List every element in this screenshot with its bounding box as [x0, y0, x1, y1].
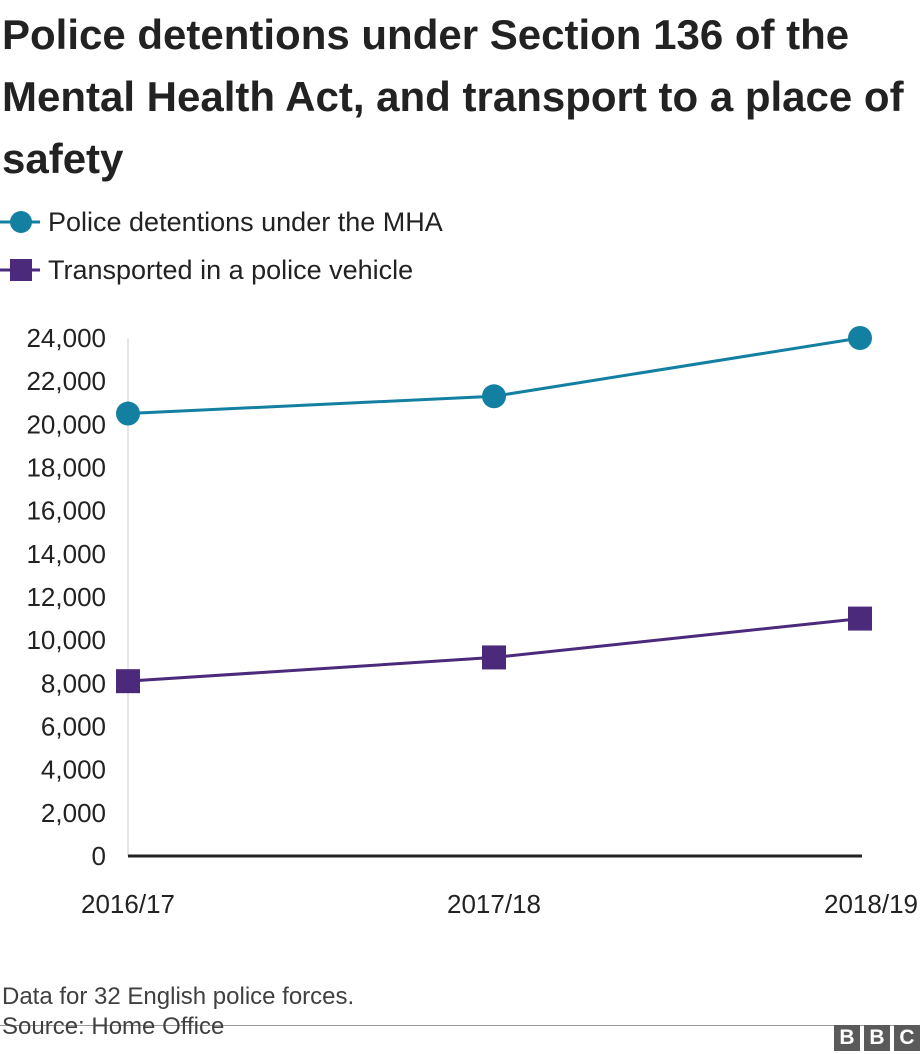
y-tick-label: 12,000 — [26, 582, 106, 612]
data-point-circle — [848, 326, 872, 350]
legend-label-transported: Transported in a police vehicle — [48, 254, 414, 285]
x-tick-label: 2017/18 — [447, 889, 541, 919]
data-point-circle — [116, 401, 140, 426]
bbc-logo: B B C — [834, 1025, 920, 1051]
x-tick-label: 2016/17 — [81, 889, 175, 919]
chart-note: Data for 32 English police forces. — [2, 983, 355, 1010]
y-tick-label: 6,000 — [41, 712, 106, 742]
data-point-square — [116, 669, 140, 694]
bbc-logo-letter-2: B — [864, 1025, 890, 1051]
data-point-square — [482, 645, 506, 670]
chart-title: Police detentions under Section 136 of t… — [2, 11, 904, 182]
data-point-square — [848, 606, 872, 631]
source-text: Source: Home Office — [2, 1013, 225, 1040]
data-point-circle — [482, 384, 506, 409]
x-tick-label: 2018/19 — [824, 889, 918, 919]
footer-divider — [0, 1025, 920, 1026]
bbc-logo-letter-3: C — [894, 1025, 920, 1051]
chart-legend: Police detentions under the MHA Transpor… — [0, 198, 600, 294]
y-tick-label: 8,000 — [41, 668, 106, 698]
line-chart: 0 2,000 4,000 6,000 8,000 10,000 12,000 14,000 1… — [26, 323, 918, 919]
bbc-logo-letter-1: B — [834, 1025, 860, 1051]
y-tick-label: 18,000 — [26, 453, 106, 483]
y-tick-label: 22,000 — [26, 366, 106, 396]
y-tick-label: 14,000 — [26, 539, 106, 569]
y-tick-label: 20,000 — [26, 409, 106, 439]
legend-item-detentions: Police detentions under the MHA — [0, 198, 600, 246]
y-tick-label: 0 — [92, 841, 106, 871]
y-tick-label: 4,000 — [41, 755, 106, 785]
legend-circle-marker-icon — [0, 198, 44, 246]
y-tick-label: 16,000 — [26, 496, 106, 526]
y-tick-label: 2,000 — [41, 798, 106, 828]
legend-label-detentions: Police detentions under the MHA — [48, 206, 443, 237]
legend-item-transported: Transported in a police vehicle — [0, 246, 600, 294]
legend-square-marker-icon — [0, 246, 44, 294]
y-tick-label: 10,000 — [26, 625, 106, 655]
y-tick-label: 24,000 — [26, 323, 106, 353]
